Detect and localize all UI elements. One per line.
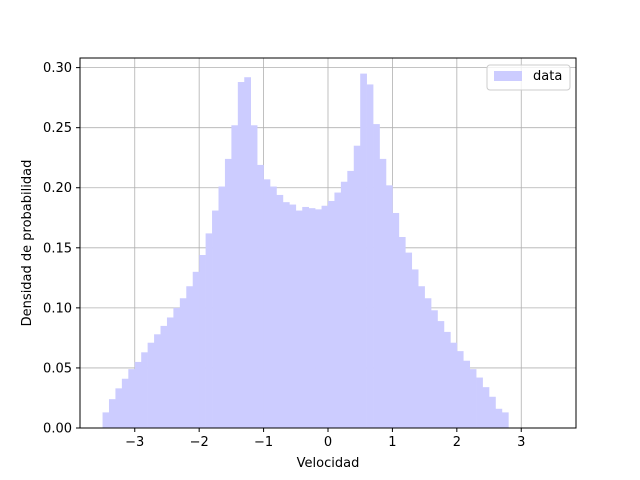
histogram-bar <box>379 158 387 428</box>
histogram-bar <box>424 298 432 428</box>
legend-swatch <box>494 71 522 81</box>
histogram-bar <box>270 186 277 428</box>
histogram-bar <box>224 158 232 428</box>
histogram-bar <box>308 208 316 428</box>
histogram-bar <box>373 124 380 429</box>
histogram-bar <box>212 210 219 428</box>
histogram-bar <box>237 82 245 428</box>
histogram-bar <box>405 252 413 428</box>
y-tick-label: 0.10 <box>43 301 72 316</box>
histogram-bar <box>121 378 129 428</box>
histogram-bar <box>115 388 123 428</box>
histogram-bar <box>179 298 187 428</box>
x-axis-label: Velocidad <box>297 456 360 471</box>
histogram-bar <box>154 334 161 428</box>
histogram-bar <box>147 342 155 428</box>
histogram-bar <box>282 202 290 428</box>
x-tick-label: 0 <box>324 435 332 450</box>
y-tick-label: 0.05 <box>43 361 72 376</box>
histogram-bar <box>173 307 181 428</box>
histogram-bar <box>302 206 309 428</box>
histogram-bar <box>141 352 148 428</box>
y-tick-label: 0.00 <box>43 422 72 437</box>
histogram-bar <box>411 269 419 428</box>
histogram-bar <box>495 408 503 428</box>
histogram-bar <box>102 412 110 428</box>
legend: data <box>486 64 571 91</box>
histogram-bar <box>482 387 490 428</box>
histogram-bar <box>257 164 264 428</box>
histogram-bar <box>418 286 425 428</box>
x-tick-label: −2 <box>190 435 209 450</box>
histogram-bar <box>315 209 322 428</box>
histogram-bar <box>289 204 297 428</box>
histogram-bar <box>250 125 258 428</box>
y-tick-label: 0.30 <box>43 61 72 76</box>
histogram-bar <box>205 233 213 428</box>
histogram-bar <box>443 331 451 428</box>
y-axis-label: Densidad de probabilidad <box>20 160 35 327</box>
histogram-bar <box>360 73 367 428</box>
histogram-bar <box>469 369 477 428</box>
histogram-bar <box>366 84 374 428</box>
histogram-bar <box>218 186 226 428</box>
legend-label: data <box>533 69 562 84</box>
x-tick-label: 2 <box>453 435 461 450</box>
histogram-bar <box>463 360 471 428</box>
histogram-bar <box>431 310 438 428</box>
histogram-bar <box>108 399 116 428</box>
histogram-bar <box>321 205 329 428</box>
y-tick-label: 0.20 <box>43 181 72 196</box>
histogram-bar <box>199 255 206 428</box>
histogram-bar <box>231 125 239 428</box>
histogram-bar <box>328 200 335 428</box>
x-tick-label: 3 <box>517 435 525 450</box>
histogram-bar <box>385 185 393 428</box>
histogram-bar <box>166 317 174 428</box>
histogram-bar <box>456 351 464 428</box>
histogram-bars <box>102 73 509 429</box>
histogram-bar <box>134 361 142 428</box>
histogram-bar <box>160 325 168 428</box>
x-tick-label: −1 <box>254 435 273 450</box>
histogram-bar <box>263 179 271 428</box>
histogram-bar <box>347 170 355 429</box>
histogram-bar <box>276 194 284 428</box>
histogram-bar <box>186 286 194 428</box>
histogram-bar <box>450 342 458 428</box>
histogram-bar <box>340 181 348 428</box>
y-axis-ticks: 0.00 0.05 0.10 0.15 0.20 0.25 0.30 <box>43 61 80 437</box>
histogram-bar <box>392 212 400 428</box>
histogram-bar <box>192 271 200 428</box>
x-tick-label: −3 <box>125 435 144 450</box>
histogram-bar <box>334 192 342 428</box>
y-tick-label: 0.15 <box>43 241 72 256</box>
x-tick-label: 1 <box>388 435 396 450</box>
histogram-bar <box>128 369 136 428</box>
histogram-bar <box>353 145 361 428</box>
histogram-bar <box>244 77 252 429</box>
histogram-bar <box>476 377 483 428</box>
histogram-bar <box>398 236 406 428</box>
y-tick-label: 0.25 <box>43 121 72 136</box>
histogram-bar <box>295 210 303 428</box>
x-axis-ticks: −3 −2 −1 0 1 2 3 <box>125 428 525 450</box>
histogram-bar <box>501 412 509 428</box>
histogram-bar <box>437 321 445 428</box>
histogram-bar <box>489 396 496 428</box>
